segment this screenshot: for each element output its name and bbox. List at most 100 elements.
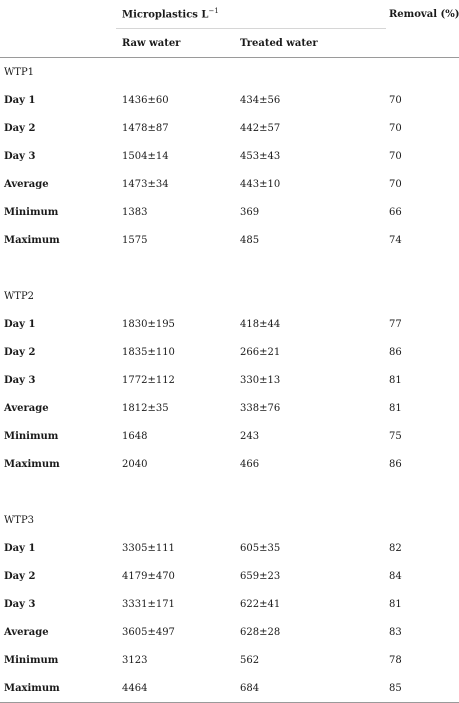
removal-value: 82 xyxy=(389,542,402,554)
removal-value: 70 xyxy=(389,122,402,134)
group-row-wtp1: WTP1 xyxy=(0,58,459,87)
removal-value: 81 xyxy=(389,402,402,414)
treated-water-value: 243 xyxy=(240,430,260,442)
spacer-cell xyxy=(236,254,386,282)
microplastics-group-header: Microplastics L−1 xyxy=(116,0,386,29)
row-label: Maximum xyxy=(4,234,60,246)
group-name: WTP2 xyxy=(4,290,35,302)
group-row-wtp3: WTP3 xyxy=(0,506,459,534)
table-row: Day 1 1830±195 418±44 77 xyxy=(0,310,459,338)
row-label: Day 1 xyxy=(4,318,36,330)
raw-water-value: 3123 xyxy=(122,654,148,666)
removal-value: 70 xyxy=(389,94,402,106)
raw-water-value: 1436±60 xyxy=(122,94,169,106)
raw-water-value: 1473±34 xyxy=(122,178,169,190)
row-label: Day 3 xyxy=(4,374,36,386)
table-row: Day 2 1478±87 442±57 70 xyxy=(0,114,459,142)
spacer-cell xyxy=(386,254,459,282)
removal-value: 81 xyxy=(389,598,402,610)
removal-value: 74 xyxy=(389,234,402,246)
raw-water-value: 3331±171 xyxy=(122,598,175,610)
row-label: Average xyxy=(4,626,49,638)
table-row: Day 1 3305±111 605±35 82 xyxy=(0,534,459,562)
raw-water-value: 3305±111 xyxy=(122,542,175,554)
group-empty-cell xyxy=(116,506,236,534)
table-row: Minimum 3123 562 78 xyxy=(0,646,459,674)
treated-water-header: Treated water xyxy=(236,28,386,58)
group-empty-cell xyxy=(236,282,386,310)
table-row: Day 3 3331±171 622±41 81 xyxy=(0,590,459,618)
treated-water-value: 434±56 xyxy=(240,94,281,106)
row-label: Day 2 xyxy=(4,346,36,358)
row-label: Day 2 xyxy=(4,122,36,134)
treated-water-value: 442±57 xyxy=(240,122,281,134)
row-label: Day 3 xyxy=(4,150,36,162)
treated-water-value: 684 xyxy=(236,674,386,703)
raw-water-value: 1478±87 xyxy=(122,122,169,134)
removal-value: 75 xyxy=(389,430,402,442)
table-row: Minimum 1383 369 66 xyxy=(0,198,459,226)
table-row: Average 1473±34 443±10 70 xyxy=(0,170,459,198)
microplastics-group-label: Microplastics L xyxy=(122,9,209,21)
group-name: WTP3 xyxy=(4,514,35,526)
treated-water-value: 330±13 xyxy=(240,374,281,386)
microplastics-group-unit-sup: −1 xyxy=(208,7,219,16)
row-label: Day 1 xyxy=(4,542,36,554)
group-name: WTP1 xyxy=(4,66,35,78)
row-label: Average xyxy=(4,178,49,190)
group-empty-cell xyxy=(386,506,459,534)
treated-water-value: 369 xyxy=(240,206,260,218)
row-label: Minimum xyxy=(4,430,59,442)
removal-value: 86 xyxy=(389,458,402,470)
treated-water-value: 443±10 xyxy=(240,178,281,190)
header-empty-cell-3 xyxy=(386,28,459,58)
table-row: Average 1812±35 338±76 81 xyxy=(0,394,459,422)
table-row: Day 3 1504±14 453±43 70 xyxy=(0,142,459,170)
removal-value: 86 xyxy=(389,346,402,358)
raw-water-value: 1504±14 xyxy=(122,150,169,162)
treated-water-value: 622±41 xyxy=(240,598,281,610)
removal-value: 84 xyxy=(389,570,402,582)
removal-value: 78 xyxy=(389,654,402,666)
treated-water-value: 453±43 xyxy=(240,150,281,162)
spacer-cell xyxy=(386,478,459,506)
row-label: Average xyxy=(4,402,49,414)
row-label: Day 1 xyxy=(4,94,36,106)
treated-water-value: 628±28 xyxy=(240,626,281,638)
group-empty-cell xyxy=(386,282,459,310)
group-spacer-row xyxy=(0,478,459,506)
table-row: Day 3 1772±112 330±13 81 xyxy=(0,366,459,394)
treated-water-value: 485 xyxy=(240,234,260,246)
raw-water-value: 3605±497 xyxy=(122,626,175,638)
table-row: Maximum 4464 684 85 xyxy=(0,674,459,703)
row-label: Minimum xyxy=(4,654,59,666)
header-row-top: Microplastics L−1 Removal (%) xyxy=(0,0,459,29)
table-row: Average 3605±497 628±28 83 xyxy=(0,618,459,646)
table-row: Maximum 2040 466 86 xyxy=(0,450,459,478)
raw-water-value: 1575 xyxy=(122,234,148,246)
header-empty-cell xyxy=(0,0,116,29)
treated-water-value: 605±35 xyxy=(240,542,281,554)
raw-water-value: 1383 xyxy=(122,206,148,218)
treated-water-value: 338±76 xyxy=(240,402,281,414)
table-row: Day 2 1835±110 266±21 86 xyxy=(0,338,459,366)
treated-water-value: 418±44 xyxy=(240,318,281,330)
raw-water-value: 1812±35 xyxy=(122,402,169,414)
spacer-cell xyxy=(0,254,116,282)
table-body: WTP1 Day 1 1436±60 434±56 70 Day 2 1478±87 442±… xyxy=(0,58,459,703)
group-empty-cell xyxy=(116,282,236,310)
group-row-wtp2: WTP2 xyxy=(0,282,459,310)
row-label: Day 2 xyxy=(4,570,36,582)
group-empty-cell xyxy=(236,506,386,534)
removal-value: 81 xyxy=(389,374,402,386)
raw-water-value: 4464 xyxy=(116,674,236,703)
row-label: Maximum xyxy=(0,674,116,703)
row-label: Day 3 xyxy=(4,598,36,610)
row-label: Minimum xyxy=(4,206,59,218)
table-row: Day 2 4179±470 659±23 84 xyxy=(0,562,459,590)
table-row: Minimum 1648 243 75 xyxy=(0,422,459,450)
header-row-bottom: Raw water Treated water xyxy=(0,28,459,58)
group-empty-cell xyxy=(236,58,386,87)
